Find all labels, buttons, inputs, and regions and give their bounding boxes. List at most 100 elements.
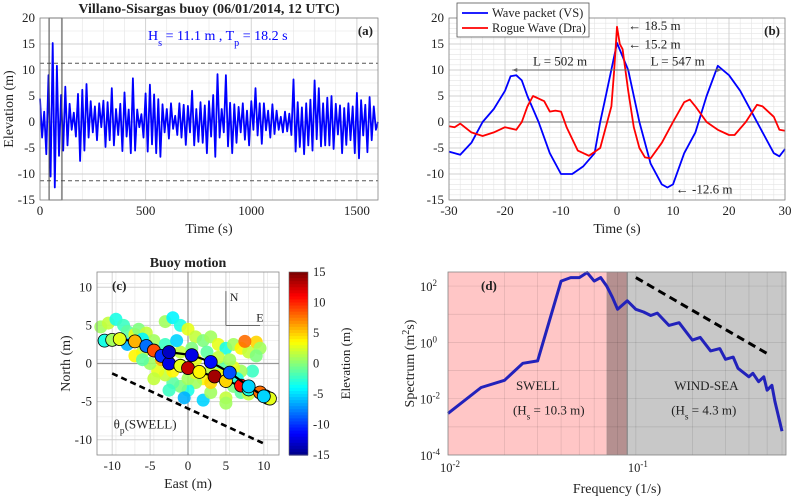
region-hs-part: (H	[513, 402, 527, 417]
y-tick-label-part: 10	[420, 449, 433, 463]
colorbar-segment	[289, 323, 308, 328]
y-tick-label: 0	[29, 114, 36, 129]
motion-point	[177, 391, 191, 405]
compass-east-label: E	[256, 311, 263, 325]
x-tick-label: 10-1	[628, 459, 648, 475]
colorbar-segment	[289, 281, 308, 285]
x-tick-label: 20	[723, 203, 736, 218]
region-title: WIND-SEA	[674, 378, 739, 393]
trajectory-point	[222, 365, 237, 380]
x-tick-label: 1500	[344, 203, 370, 218]
compass-north-label: N	[230, 290, 239, 304]
colorbar-segment	[289, 430, 308, 435]
colorbar-segment	[289, 275, 308, 279]
y-tick-label-part: -4	[433, 447, 441, 457]
colorbar-segment	[289, 418, 308, 423]
colorbar-segment	[289, 412, 308, 416]
x-axis-label: Frequency (1/s)	[573, 482, 662, 497]
colorbar-segment	[289, 442, 308, 447]
trajectory-point	[112, 332, 127, 347]
y-tick-label: 20	[431, 10, 444, 25]
x-tick-label: -20	[496, 203, 513, 218]
colorbar-segment	[289, 369, 308, 374]
y-tick-label: -15	[427, 192, 444, 207]
colorbar-tick-label: -5	[313, 387, 323, 401]
y-axis-label-part: 2	[401, 330, 412, 335]
region-hs-part: = 10.3 m)	[530, 402, 584, 417]
panel-d: SWELL(Hs = 10.3 m)WIND-SEA(Hs = 4.3 m)10…	[401, 271, 787, 497]
axes-frame	[447, 271, 787, 456]
colorbar-segment	[289, 284, 308, 288]
x-tick-label: 10-2	[440, 459, 460, 475]
y-tick-label-part: 10	[420, 336, 433, 350]
y-tick-label: 10	[22, 62, 35, 77]
colorbar-segment	[289, 302, 308, 307]
y-tick-label: 20	[22, 10, 35, 25]
colorbar-segment	[289, 326, 308, 331]
colorbar-segment	[289, 397, 308, 401]
axes-frame	[39, 17, 379, 201]
trajectory-point	[162, 345, 176, 359]
y-tick-label: 102	[420, 278, 437, 294]
axes-frame	[96, 271, 280, 456]
trajectory-point	[184, 348, 199, 363]
swell-direction-label-part: p	[120, 426, 125, 436]
region-hs: (Hs = 10.3 m)	[513, 402, 585, 422]
y-axis-label: North (m)	[59, 335, 74, 392]
y-tick-label-part: 0	[433, 334, 438, 344]
colorbar-segment	[289, 336, 308, 340]
region-overlap	[606, 272, 628, 455]
colorbar-segment	[289, 424, 308, 429]
trajectory-point	[256, 389, 271, 404]
y-tick-label-part: -2	[433, 391, 441, 401]
colorbar-segment	[289, 409, 308, 413]
y-tick-label: -15	[18, 192, 35, 207]
colorbar-segment	[289, 415, 308, 419]
colorbar-tick-label: 5	[313, 326, 319, 340]
colorbar-tick-label: 10	[313, 296, 326, 310]
y-tick-label: -10	[427, 166, 444, 181]
region-hs: (Hs = 4.3 m)	[671, 402, 736, 422]
colorbar-segment	[289, 278, 308, 282]
region-hs-part: (H	[671, 402, 685, 417]
x-tick-label: 0	[185, 458, 192, 473]
region-hs-part: s	[685, 412, 689, 422]
y-axis-label: Elevation (m)	[2, 70, 17, 148]
colorbar-segment	[289, 354, 308, 358]
hs-tp-annotation-part: = 18.2 s	[239, 29, 287, 44]
y-tick-label-part: 10	[420, 280, 433, 294]
hs-tp-annotation-part: p	[234, 38, 239, 49]
colorbar-segment	[289, 394, 308, 398]
arrowhead	[716, 68, 722, 72]
colorbar-segment	[289, 348, 308, 352]
colorbar-segment	[289, 339, 308, 343]
colorbar-segment	[289, 448, 308, 453]
colorbar-segment	[289, 378, 308, 383]
colorbar-segment	[289, 305, 308, 310]
annotation: ← 15.2 m	[628, 37, 680, 52]
colorbar-tick-label: 15	[313, 265, 326, 279]
motion-point	[204, 385, 218, 399]
colorbar: -15 -10 -5 0 5 10 15 Elevation (m)	[288, 265, 353, 462]
motion-point	[147, 372, 161, 386]
colorbar-segment	[289, 390, 308, 395]
y-tick-label: -10	[75, 432, 92, 447]
colorbar-segment	[289, 308, 308, 313]
y-tick-label: 10-4	[420, 447, 440, 463]
colorbar-segment	[289, 375, 308, 380]
x-tick-label: -5	[145, 458, 156, 473]
swell-direction-label: θp(SWELL)	[114, 416, 177, 436]
motion-point	[238, 334, 252, 348]
colorbar-segment	[289, 433, 308, 438]
colorbar-segment	[289, 363, 308, 368]
region-wind-sea	[627, 272, 786, 455]
y-axis-label: Spectrum (m2s)	[401, 319, 419, 407]
motion-point	[223, 353, 237, 367]
y-tick-label: -5	[24, 140, 35, 155]
y-tick-label: 10-2	[420, 391, 440, 407]
colorbar-segment	[289, 296, 308, 301]
y-tick-label: -5	[433, 140, 444, 155]
colorbar-segment	[289, 287, 308, 291]
colorbar-segment	[289, 342, 308, 346]
